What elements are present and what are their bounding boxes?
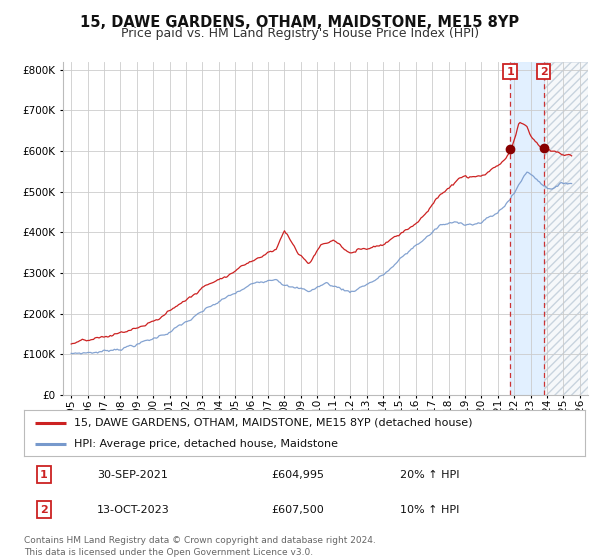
Text: 1: 1 [506, 67, 514, 77]
Text: This data is licensed under the Open Government Licence v3.0.: This data is licensed under the Open Gov… [24, 548, 313, 557]
Text: 15, DAWE GARDENS, OTHAM, MAIDSTONE, ME15 8YP (detached house): 15, DAWE GARDENS, OTHAM, MAIDSTONE, ME15… [74, 418, 473, 428]
Text: 30-SEP-2021: 30-SEP-2021 [97, 470, 168, 479]
Text: £607,500: £607,500 [271, 505, 323, 515]
Text: 1: 1 [40, 470, 47, 479]
Text: 2: 2 [40, 505, 47, 515]
Bar [510, 62, 544, 395]
Text: 15, DAWE GARDENS, OTHAM, MAIDSTONE, ME15 8YP: 15, DAWE GARDENS, OTHAM, MAIDSTONE, ME15… [80, 15, 520, 30]
Text: 13-OCT-2023: 13-OCT-2023 [97, 505, 170, 515]
Text: £604,995: £604,995 [271, 470, 324, 479]
Text: 10% ↑ HPI: 10% ↑ HPI [400, 505, 459, 515]
Bar [544, 62, 588, 395]
Text: Price paid vs. HM Land Registry's House Price Index (HPI): Price paid vs. HM Land Registry's House … [121, 27, 479, 40]
Text: Contains HM Land Registry data © Crown copyright and database right 2024.: Contains HM Land Registry data © Crown c… [24, 536, 376, 545]
Text: 2: 2 [539, 67, 547, 77]
Text: HPI: Average price, detached house, Maidstone: HPI: Average price, detached house, Maid… [74, 439, 338, 449]
Text: 20% ↑ HPI: 20% ↑ HPI [400, 470, 460, 479]
